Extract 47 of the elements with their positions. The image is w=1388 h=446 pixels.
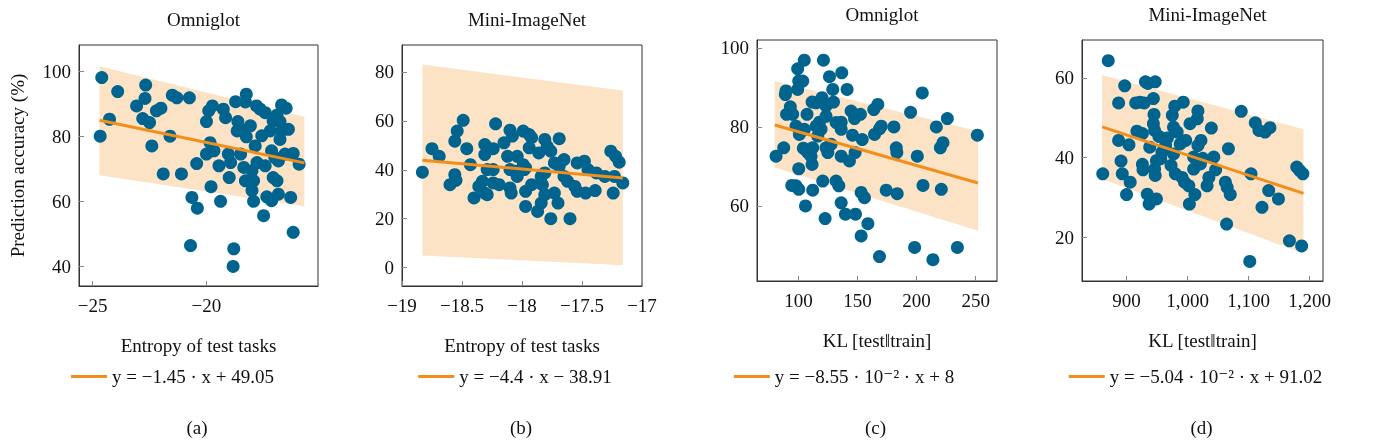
chart-title: Mini-ImageNet [1148, 4, 1268, 25]
x-tick-label: 250 [961, 290, 990, 311]
y-axis-title: Prediction accuracy (%) [7, 73, 29, 258]
x-tick-label: −19 [387, 295, 417, 316]
text: (d) [1190, 417, 1213, 439]
x-tick-label: 200 [902, 290, 931, 311]
x-tick-label: −25 [77, 295, 108, 316]
x-axis-title: KL [test‖train] [1148, 330, 1257, 351]
x-tick-label: 1,000 [1166, 290, 1209, 311]
y-tick-label: 20 [1055, 226, 1074, 248]
x-tick-label: −20 [191, 295, 222, 316]
chart-title: Omniglot [845, 4, 920, 25]
y-tick-label: 80 [52, 125, 71, 147]
y-tick-label: 0 [384, 257, 394, 279]
y-tick-label: 60 [730, 195, 749, 217]
text: (a) [186, 417, 208, 439]
x-tick-label: 1,200 [1288, 290, 1331, 311]
y-tick-label: 20 [375, 208, 394, 230]
y-tick-label: 60 [375, 110, 394, 132]
x-axis-title: Entropy of test tasks [444, 335, 600, 356]
legend-label: y = −5.04 · 10⁻² · x + 91.02 [1109, 366, 1323, 387]
x-tick-label: 1,100 [1227, 290, 1270, 311]
x-tick-label: 150 [843, 290, 872, 311]
text: (b) [510, 417, 533, 439]
chart-title: Omniglot [167, 9, 241, 30]
y-tick-label: 40 [52, 255, 71, 277]
x-tick-label: −18 [507, 295, 537, 316]
x-axis-title: Entropy of test tasks [120, 335, 277, 356]
text: (c) [865, 417, 887, 439]
x-axis-title: KL [test‖train] [822, 330, 932, 351]
legend-label: y = −1.45 · x + 49.05 [112, 366, 274, 387]
y-tick-label: 60 [52, 190, 71, 212]
chart-title: Mini-ImageNet [467, 9, 587, 30]
y-tick-label: 100 [42, 60, 71, 82]
x-tick-label: −18.5 [440, 295, 484, 316]
y-tick-label: 60 [1055, 67, 1074, 89]
x-tick-label: −17 [627, 295, 657, 316]
y-tick-label: 80 [375, 61, 394, 83]
x-tick-label: 900 [1112, 290, 1141, 311]
y-tick-label: 40 [375, 159, 394, 181]
y-tick-label: 80 [730, 116, 749, 138]
x-tick-label: −17.5 [560, 295, 604, 316]
y-tick-label: 40 [1055, 147, 1074, 169]
legend-label: y = −4.4 · x − 38.91 [459, 366, 612, 387]
legend-label: y = −8.55 · 10⁻² · x + 8 [774, 366, 955, 387]
y-tick-label: 100 [720, 37, 749, 59]
x-tick-label: 100 [784, 290, 813, 311]
